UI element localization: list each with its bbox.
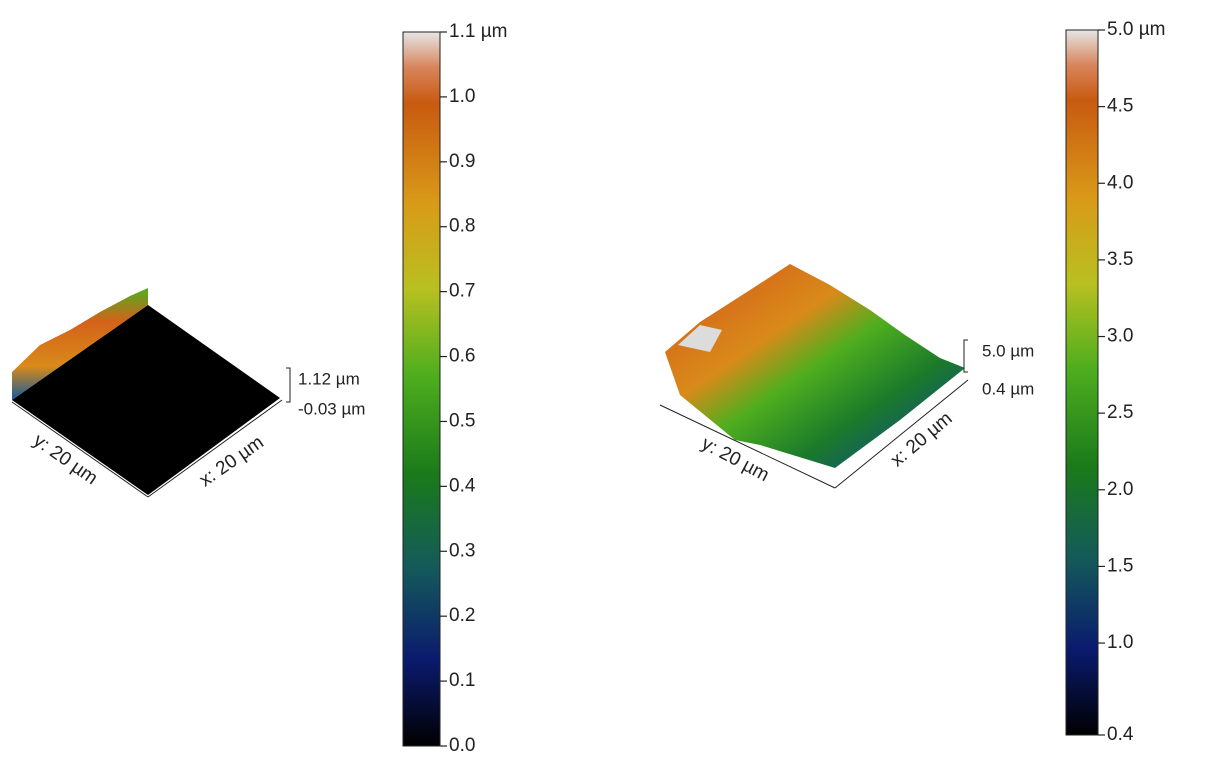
colorbar-tick-label: 0.3 [449,540,475,561]
colorbar-tick-label: 4.0 [1107,172,1133,193]
colorbar-tick-label: 3.5 [1107,249,1133,270]
colorbar-tick-label: 0.2 [449,605,475,626]
colorbar-tick-label: 2.0 [1107,479,1133,500]
colorbar [1066,30,1098,735]
surface-2: 5.0 µm 0.4 µm y: 20 µm x: 20 µm [660,264,1034,488]
z-bracket [286,368,290,402]
colorbar-tick-label: 0.0 [449,735,475,756]
colorbar-tick-label: 0.1 [449,670,475,691]
colorbar-tick-label: 1.5 [1107,555,1133,576]
z-max: 5.0 µm [982,341,1034,360]
colorbar-tick-label: 0.4 [1107,724,1134,745]
colorbar-tick-label: 5.0 µm [1107,19,1165,40]
surface-1: 1.12 µm -0.03 µm y: 20 µm x: 20 µm [12,288,365,497]
colorbar-tick-label: 1.0 [449,86,475,107]
colorbar [403,32,440,746]
colorbar-tick-label: 3.0 [1107,326,1133,347]
z-bracket [964,340,968,372]
z-max: 1.12 µm [298,369,360,388]
colorbar-tick-label: 0.7 [449,281,475,302]
afm-figure: 1.12 µm -0.03 µm y: 20 µm x: 20 µm 5.0 µ… [0,0,1220,758]
colorbar-tick-label: 1.0 [1107,632,1133,653]
colorbar-tick-label: 1.1 µm [449,21,507,42]
colorbar-tick-label: 0.5 [449,410,475,431]
colorbar-tick-label: 0.9 [449,151,475,172]
colorbar-tick-label: 0.8 [449,216,475,237]
colorbar-tick-label: 2.5 [1107,402,1133,423]
colorbar-tick-label: 0.4 [449,475,476,496]
z-min: -0.03 µm [298,399,365,418]
colorbar-tick-label: 0.6 [449,346,475,367]
z-min: 0.4 µm [982,379,1034,398]
colorbar-tick-label: 4.5 [1107,96,1133,117]
